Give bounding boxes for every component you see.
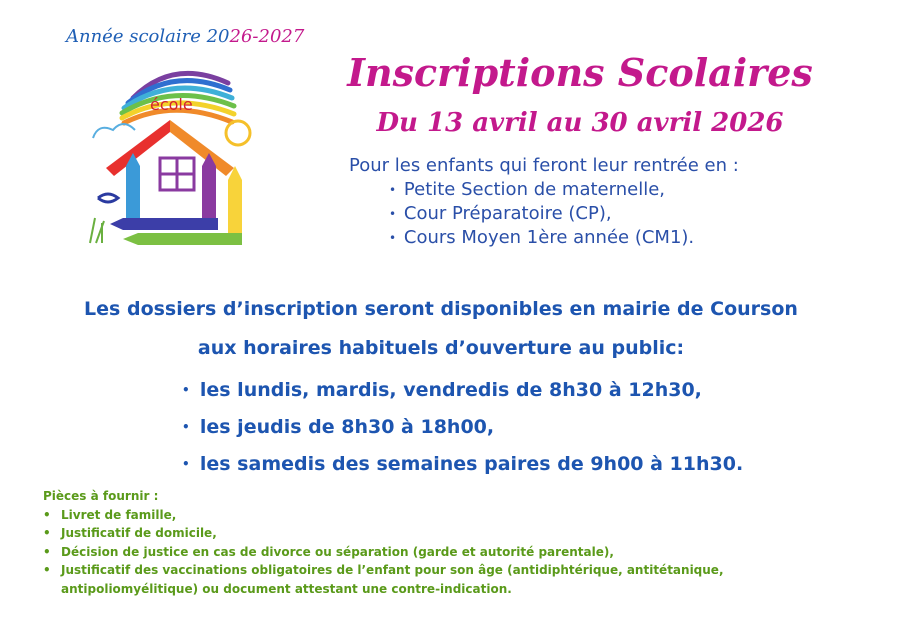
list-item: Livret de famille, xyxy=(43,506,841,525)
dossiers-line-2: aux horaires habituels d’ouverture au pu… xyxy=(197,337,685,359)
logo-text: école xyxy=(150,95,193,114)
opening-hours: les lundis, mardis, vendredis de 8h30 à … xyxy=(182,372,743,483)
list-item: Justificatif des vaccinations obligatoir… xyxy=(43,561,841,598)
school-logo-image: école xyxy=(89,70,252,245)
list-item: les samedis des semaines paires de 9h00 … xyxy=(182,446,743,483)
school-year: Année scolaire 2026-2027 xyxy=(66,26,304,47)
documents-list: Livret de famille, Justificatif de domic… xyxy=(43,506,841,599)
list-item: Petite Section de maternelle, xyxy=(389,178,739,202)
list-item: Décision de justice en cas de divorce ou… xyxy=(43,543,841,562)
list-item: Cours Moyen 1ère année (CM1). xyxy=(389,226,739,250)
level-list: Petite Section de maternelle, Cour Prépa… xyxy=(349,178,739,250)
intro-lead: Pour les enfants qui feront leur rentrée… xyxy=(349,155,739,176)
required-documents: Pièces à fournir : Livret de famille, Ju… xyxy=(43,487,841,598)
list-item: les lundis, mardis, vendredis de 8h30 à … xyxy=(182,372,743,409)
list-item: Cour Préparatoire (CP), xyxy=(389,202,739,226)
required-documents-title: Pièces à fournir : xyxy=(43,489,159,503)
list-item: les jeudis de 8h30 à 18h00, xyxy=(182,409,743,446)
page-title: Inscriptions Scolaires xyxy=(347,50,813,95)
year-text: Année scolaire 20 xyxy=(66,26,230,47)
list-item: Justificatif de domicile, xyxy=(43,524,841,543)
dossiers-line-1: Les dossiers d’inscription seront dispon… xyxy=(84,298,798,320)
intro-block: Pour les enfants qui feront leur rentrée… xyxy=(349,154,739,250)
registration-dates: Du 13 avril au 30 avril 2026 xyxy=(376,108,784,138)
year-highlight: 26-2027 xyxy=(229,26,305,47)
